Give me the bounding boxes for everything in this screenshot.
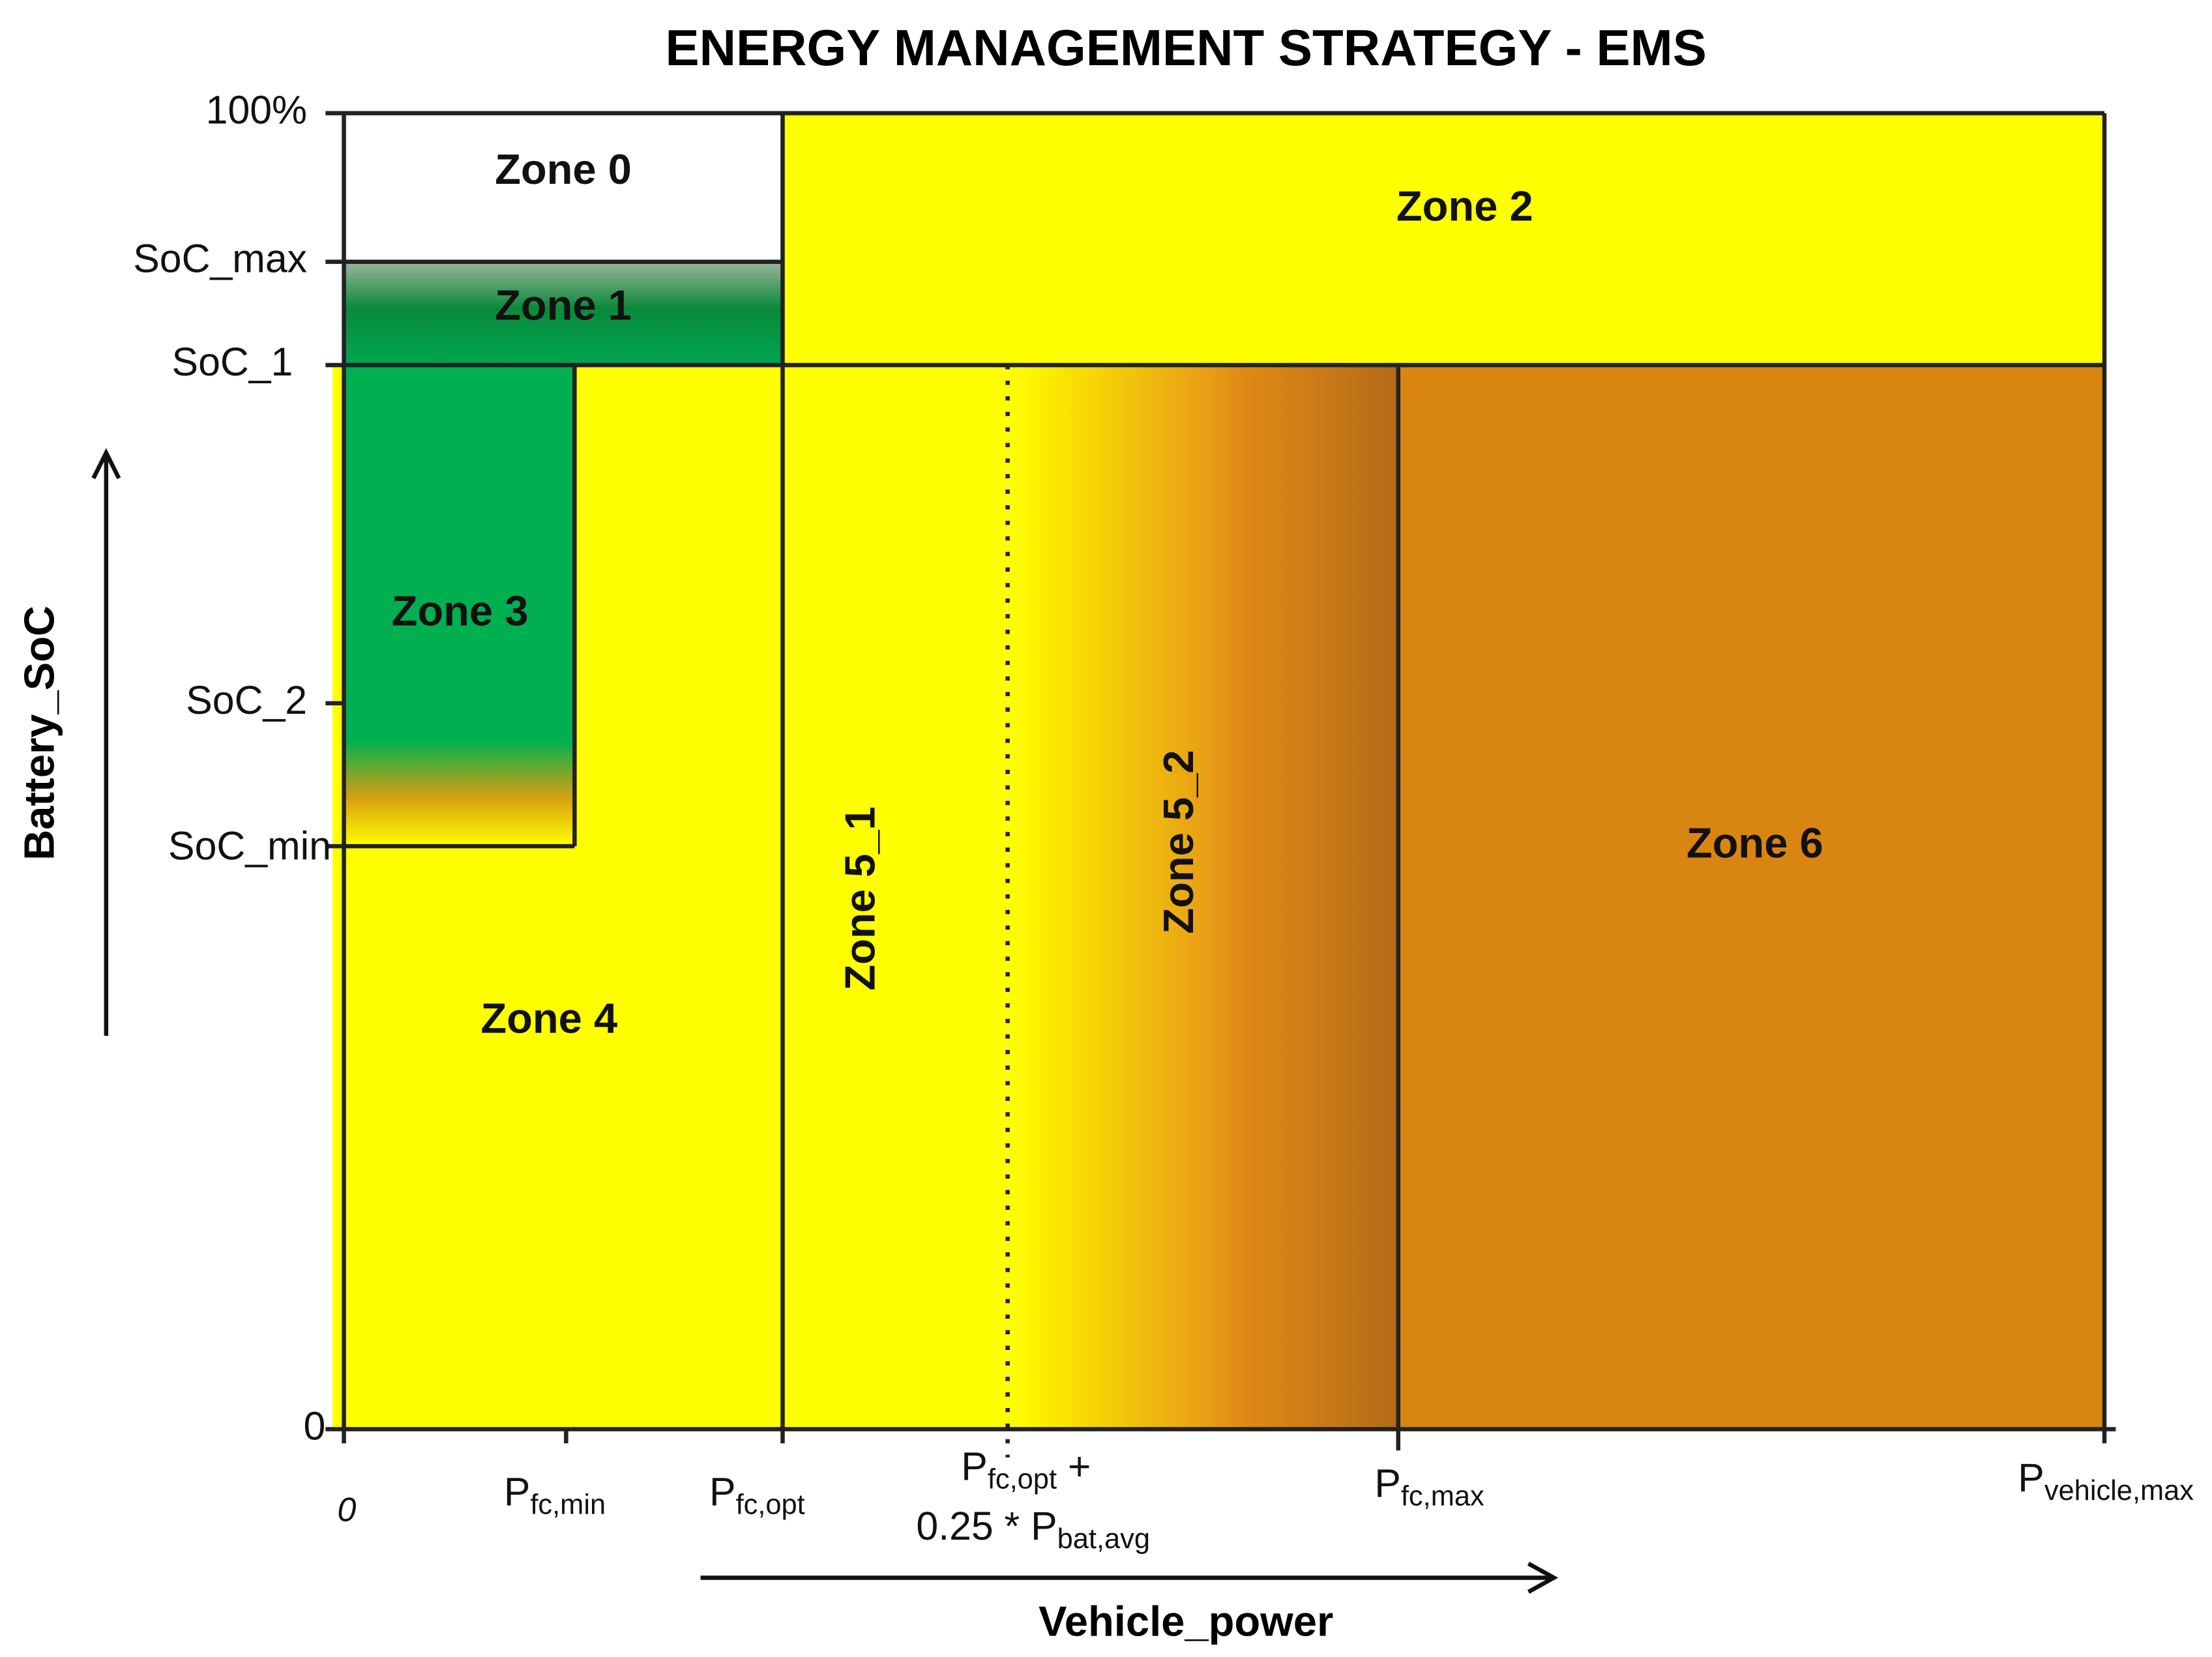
x-tick-label: Pfc,max <box>1374 1461 1484 1512</box>
x-tick-main: P <box>709 1470 736 1514</box>
zone-3-area <box>344 365 575 847</box>
zone-5-1-area <box>782 365 1008 1430</box>
x-axis-label: Vehicle_power <box>1039 1597 1333 1645</box>
x-tick-label: Pfc,opt + <box>961 1444 1091 1495</box>
zone-label: Zone 0 <box>495 145 632 193</box>
zone-label: Zone 5_1 <box>836 806 883 990</box>
zone-0-area <box>344 113 783 262</box>
x-tick-sub: fc,opt <box>988 1464 1057 1495</box>
x-tick-label: Pfc,min <box>504 1470 606 1521</box>
x-tick-sub: vehicle,max <box>2044 1475 2194 1506</box>
y-tick-label: SoC_min <box>168 824 331 868</box>
x-tick-sub: fc,min <box>530 1489 606 1521</box>
zone-label: Zone 5_2 <box>1155 750 1202 933</box>
y-arrow <box>91 448 121 1036</box>
x-tick-label: Pfc,opt <box>709 1470 805 1521</box>
x-tick-main: P <box>504 1470 531 1514</box>
zone-5-2-area <box>1007 365 1398 1430</box>
y-tick-label: SoC_2 <box>186 678 307 722</box>
zone-6-area <box>1398 365 2104 1430</box>
y-tick-label: 100% <box>206 88 307 132</box>
x-tick-main: 0.25 * P <box>916 1504 1057 1548</box>
x-tick-sub: fc,opt <box>736 1489 805 1521</box>
zone-label: Zone 3 <box>392 587 529 634</box>
y-tick-label: 0 <box>304 1404 326 1448</box>
borders <box>325 111 2116 1458</box>
y-tick-label: SoC_max <box>133 237 307 281</box>
x-tick-label: Pvehicle,max <box>2018 1456 2194 1506</box>
x-tick-label: 0.25 * Pbat,avg <box>916 1504 1150 1555</box>
zone-label: Zone 4 <box>480 995 617 1042</box>
zone-1-area <box>344 261 783 366</box>
zone-label: Zone 6 <box>1687 819 1823 866</box>
zone-label: Zone 1 <box>495 281 632 329</box>
zone-2-area <box>782 113 2104 366</box>
x-tick-label: 0 <box>337 1491 356 1529</box>
title: ENERGY MANAGEMENT STRATEGY - EMS <box>665 19 1706 76</box>
x-tick-sub: bat,avg <box>1057 1523 1150 1555</box>
x-tick-main: P <box>961 1444 988 1489</box>
y-axis-label: Battery_SoC <box>15 606 63 860</box>
y-tick-label: SoC_1 <box>172 340 293 384</box>
x-tick-sub: fc,max <box>1401 1481 1484 1512</box>
zone-label: Zone 2 <box>1396 182 1533 229</box>
x-tick-suffix: + <box>1057 1444 1091 1489</box>
x-arrow <box>700 1561 1559 1594</box>
x-tick-main: P <box>1374 1461 1401 1506</box>
x-tick-main: P <box>2018 1456 2044 1500</box>
